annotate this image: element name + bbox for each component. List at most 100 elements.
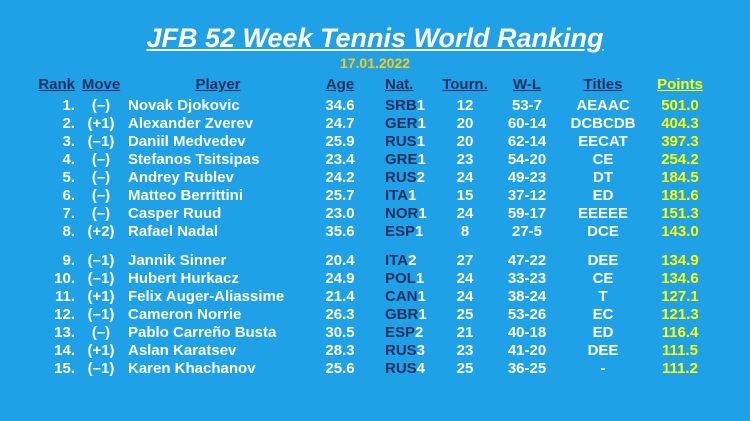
points-cell: 121.3 <box>661 306 699 323</box>
move-cell: (–1) <box>87 306 115 323</box>
player-name: Rafael Nadal <box>128 223 219 240</box>
points-cell: 181.6 <box>661 187 699 204</box>
tournaments-cell: 21 <box>456 324 474 341</box>
age-cell: 23.4 <box>325 151 355 168</box>
age-cell: 24.9 <box>325 270 355 287</box>
tournaments-cell: 24 <box>456 169 474 186</box>
tournaments-cell: 8 <box>460 223 470 240</box>
tournaments-cell: 25 <box>456 360 474 377</box>
player-name: Daniil Medvedev <box>128 133 246 150</box>
ranking-row: 10. (–1) Hubert Hurkacz 24.9 POL1 24 33-23 CE 13… <box>0 270 750 288</box>
nationality-cell: ESP2 <box>385 324 433 342</box>
titles-cell: CE <box>592 270 614 287</box>
player-name: Novak Djokovic <box>128 97 240 114</box>
win-loss-cell: 49-23 <box>507 169 547 186</box>
tournaments-cell: 23 <box>456 151 474 168</box>
header-move: Move <box>81 76 121 93</box>
country-rank: 1 <box>417 115 426 132</box>
move-cell: (–) <box>91 187 111 204</box>
country-code: RUS <box>385 342 417 359</box>
titles-cell: T <box>598 288 608 305</box>
rank-cell: 4. <box>62 151 75 168</box>
rank-cell: 15. <box>54 360 75 377</box>
titles-cell: EC <box>592 306 614 323</box>
points-cell: 254.2 <box>661 151 699 168</box>
player-name: Jannik Sinner <box>128 252 227 269</box>
ranking-date: 17.01.2022 <box>339 55 411 71</box>
move-cell: (–1) <box>87 133 115 150</box>
nationality-cell: GRE1 <box>385 151 433 169</box>
win-loss-cell: 53-26 <box>507 306 547 323</box>
win-loss-cell: 38-24 <box>507 288 547 305</box>
rank-cell: 6. <box>62 187 75 204</box>
ranking-row: 13. (–) Pablo Carreño Busta 30.5 ESP2 21 40-18… <box>0 324 750 342</box>
win-loss-cell: 33-23 <box>507 270 547 287</box>
player-name: Hubert Hurkacz <box>128 270 239 287</box>
nationality-cell: SRB1 <box>385 97 433 115</box>
nationality-cell: RUS2 <box>385 169 433 187</box>
country-code: CAN <box>385 288 418 305</box>
move-cell: (–) <box>91 97 111 114</box>
country-code: ITA <box>385 187 409 204</box>
points-cell: 116.4 <box>661 324 699 341</box>
titles-cell: EECAT <box>578 133 628 150</box>
rank-cell: 3. <box>62 133 75 150</box>
titles-cell: DCBCDB <box>570 115 636 132</box>
country-code: POL <box>385 270 416 287</box>
country-rank: 3 <box>416 342 426 359</box>
titles-cell: DEE <box>587 252 619 269</box>
country-code: RUS <box>385 169 417 186</box>
country-rank: 2 <box>416 169 426 186</box>
ranking-row: 11. (+1) Felix Auger-Aliassime 21.4 CAN1 24 38… <box>0 288 750 306</box>
ranking-row: 6. (–) Matteo Berrittini 25.7 ITA1 15 37-12 ED 1… <box>0 187 750 205</box>
country-rank: 1 <box>417 288 426 305</box>
nationality-cell: ITA1 <box>385 187 433 205</box>
move-cell: (–) <box>91 169 111 186</box>
ranking-table: 1. (–) Novak Djokovic 34.6 SRB1 12 53-7 AEAAC 50… <box>0 97 750 378</box>
player-name: Aslan Karatsev <box>128 342 237 359</box>
country-rank: 2 <box>408 252 417 269</box>
header-age: Age <box>325 76 355 93</box>
rank-cell: 10. <box>54 270 75 287</box>
country-rank: 2 <box>415 324 424 341</box>
titles-cell: DEE <box>587 342 619 359</box>
move-cell: (–1) <box>87 270 115 287</box>
ranking-row: 5. (–) Andrey Rublev 24.2 RUS2 24 49-23 DT 184.5 <box>0 169 750 187</box>
move-cell: (+1) <box>87 288 115 305</box>
ranking-row: 8. (+2) Rafael Nadal 35.6 ESP1 8 27-5 DCE 143.0 <box>0 223 750 241</box>
ranking-row: 14. (+1) Aslan Karatsev 28.3 RUS3 23 41-20 DEE 1… <box>0 342 750 360</box>
move-cell: (–) <box>91 205 111 222</box>
header-nationality: Nat. <box>385 76 414 93</box>
titles-cell: DT <box>593 169 613 186</box>
points-cell: 404.3 <box>661 115 699 132</box>
player-name: Stefanos Tsitsipas <box>128 151 260 168</box>
rank-cell: 14. <box>54 342 75 359</box>
header-titles: Titles <box>583 76 623 93</box>
player-name: Pablo Carreño Busta <box>128 324 277 341</box>
points-cell: 134.6 <box>661 270 699 287</box>
points-cell: 111.5 <box>662 342 698 359</box>
points-cell: 151.3 <box>661 205 699 222</box>
rank-cell: 11. <box>54 288 75 305</box>
move-cell: (–1) <box>87 252 115 269</box>
titles-cell: ED <box>592 324 614 341</box>
ranking-row: 3. (–1) Daniil Medvedev 25.9 RUS1 20 62-14 EECA… <box>0 133 750 151</box>
rank-cell: 7. <box>62 205 75 222</box>
tournaments-cell: 24 <box>456 205 474 222</box>
win-loss-cell: 27-5 <box>511 223 543 240</box>
header-tournaments: Tourn. <box>442 76 488 93</box>
tournaments-cell: 15 <box>456 187 474 204</box>
nationality-cell: CAN1 <box>385 288 433 306</box>
nationality-cell: RUS3 <box>385 342 433 360</box>
rank-cell: 1. <box>62 97 75 114</box>
country-code: GRE <box>385 151 418 168</box>
move-cell: (+1) <box>87 342 115 359</box>
points-cell: 501.0 <box>661 97 699 114</box>
age-cell: 25.9 <box>325 133 355 150</box>
country-rank: 1 <box>416 97 426 114</box>
titles-cell: AEAAC <box>576 97 630 114</box>
nationality-cell: ESP1 <box>385 223 433 241</box>
win-loss-cell: 53-7 <box>511 97 543 114</box>
country-rank: 1 <box>415 270 425 287</box>
country-rank: 1 <box>415 223 424 240</box>
